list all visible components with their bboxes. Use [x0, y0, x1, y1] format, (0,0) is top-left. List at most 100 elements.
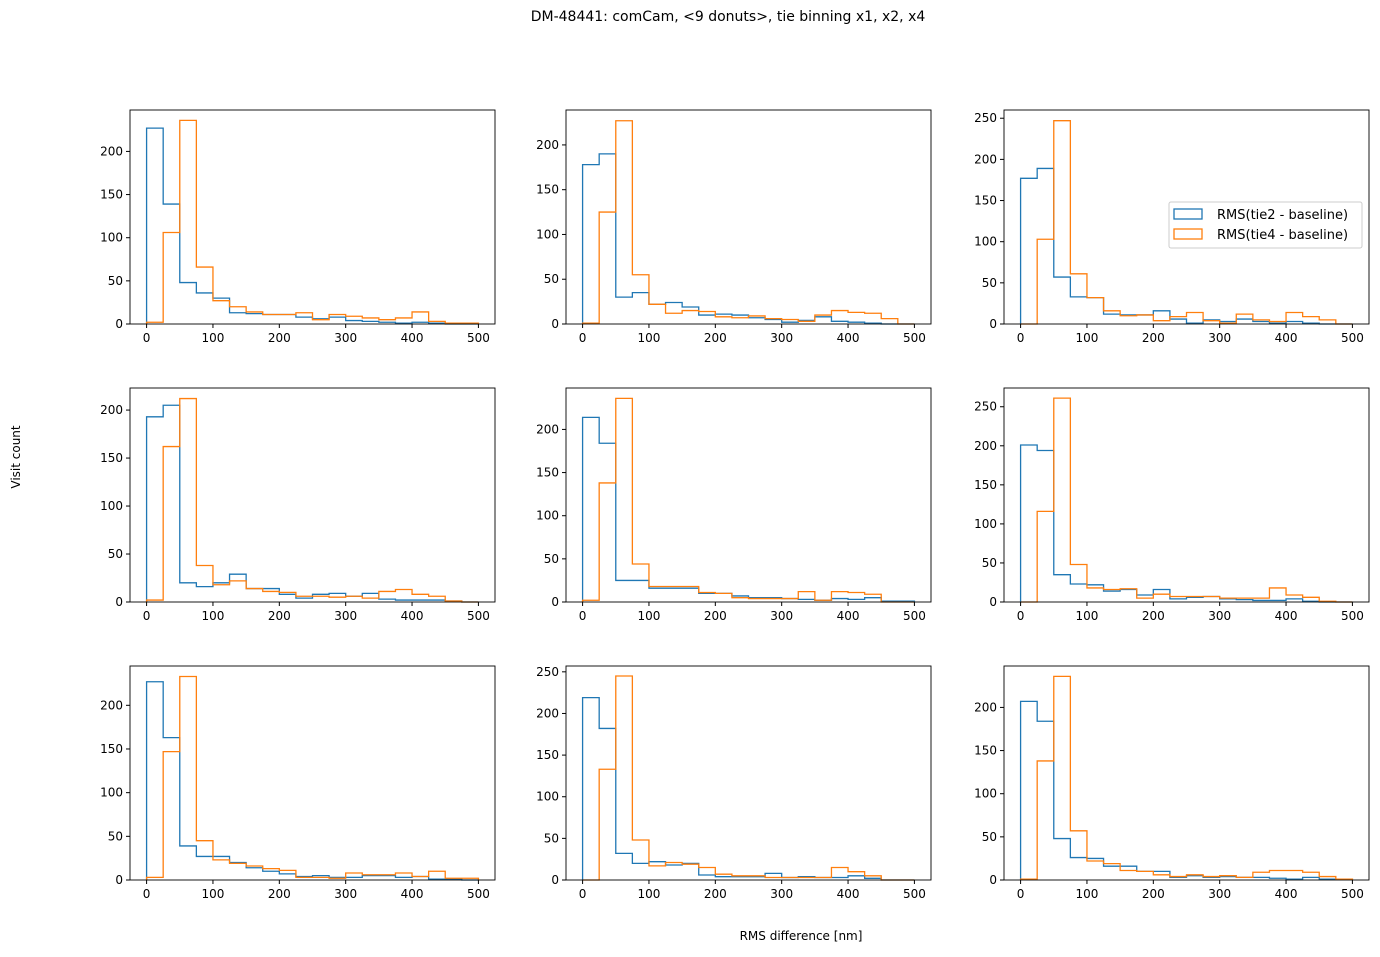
- x-tick-label: 200: [1142, 887, 1165, 901]
- y-tick-label: 200: [100, 144, 123, 158]
- y-tick-label: 50: [544, 272, 559, 286]
- x-tick-label: 100: [638, 331, 661, 345]
- histogram-tie4: [582, 675, 915, 881]
- y-tick-label: 0: [989, 595, 997, 609]
- x-tick-label: 300: [334, 331, 357, 345]
- x-tick-label: 0: [1017, 887, 1025, 901]
- x-tick-label: 500: [903, 609, 926, 623]
- y-tick-label: 100: [536, 509, 559, 523]
- legend-swatch-tie2: [1173, 208, 1203, 220]
- histogram-tie2: [581, 153, 915, 325]
- legend: RMS(tie2 - baseline) RMS(tie4 - baseline): [1168, 201, 1363, 249]
- y-tick-label: 100: [974, 787, 997, 801]
- histogram-tie2: [145, 404, 479, 603]
- histogram-tie2: [1019, 444, 1353, 603]
- x-tick-label: 300: [334, 609, 357, 623]
- axes-frame: [1003, 665, 1370, 881]
- x-tick-label: 300: [334, 887, 357, 901]
- y-tick-label: 100: [974, 517, 997, 531]
- y-tick-label: 50: [108, 829, 123, 843]
- x-tick-label: 500: [1341, 331, 1364, 345]
- x-tick-label: 100: [202, 609, 225, 623]
- x-tick-label: 100: [638, 609, 661, 623]
- y-axis-label: Visit count: [9, 425, 23, 489]
- x-tick-label: 0: [579, 887, 587, 901]
- y-tick-label: 0: [551, 595, 559, 609]
- y-tick-label: 100: [536, 227, 559, 241]
- y-tick-label: 150: [100, 742, 123, 756]
- x-tick-label: 0: [579, 609, 587, 623]
- x-tick-label: 500: [903, 331, 926, 345]
- subplot-9: 0 100 200 300 400 500 0 50 100 150 200: [974, 665, 1370, 901]
- x-tick-label: 300: [1208, 887, 1231, 901]
- y-tick-label: 50: [544, 831, 559, 845]
- x-tick-label: 100: [638, 887, 661, 901]
- x-tick-label: 400: [401, 887, 424, 901]
- x-tick-label: 500: [467, 331, 490, 345]
- y-tick-label: 200: [536, 422, 559, 436]
- x-tick-label: 200: [704, 887, 727, 901]
- y-tick-label: 0: [551, 873, 559, 887]
- x-tick-label: 0: [143, 609, 151, 623]
- y-tick-label: 150: [536, 466, 559, 480]
- x-tick-label: 0: [143, 887, 151, 901]
- y-tick-label: 150: [100, 451, 123, 465]
- x-tick-label: 100: [202, 331, 225, 345]
- y-tick-label: 100: [100, 786, 123, 800]
- x-tick-label: 400: [1275, 331, 1298, 345]
- subplot-6: 0 100 200 300 400 500 0 50 100 150 200 250: [974, 387, 1370, 623]
- y-tick-label: 50: [108, 547, 123, 561]
- y-tick-label: 100: [100, 231, 123, 245]
- legend-swatch-tie4: [1173, 228, 1203, 240]
- y-tick-label: 200: [536, 706, 559, 720]
- y-tick-label: 50: [982, 556, 997, 570]
- x-tick-label: 300: [1208, 609, 1231, 623]
- x-tick-label: 500: [903, 887, 926, 901]
- histogram-tie4: [145, 119, 480, 324]
- y-tick-label: 150: [974, 744, 997, 758]
- x-tick-label: 400: [401, 331, 424, 345]
- y-tick-label: 250: [974, 111, 997, 125]
- y-tick-label: 150: [536, 183, 559, 197]
- legend-label-tie2: RMS(tie2 - baseline): [1217, 208, 1348, 223]
- x-tick-label: 200: [268, 609, 291, 623]
- histogram-tie4: [145, 397, 479, 603]
- legend-box: [1168, 201, 1363, 249]
- x-tick-label: 100: [1076, 609, 1099, 623]
- y-tick-label: 0: [115, 595, 123, 609]
- y-tick-label: 0: [551, 317, 559, 331]
- x-tick-label: 300: [770, 887, 793, 901]
- x-tick-label: 200: [704, 609, 727, 623]
- x-tick-label: 100: [1076, 331, 1099, 345]
- histogram-tie4: [145, 675, 480, 880]
- x-tick-label: 400: [401, 609, 424, 623]
- axes-frame: [565, 665, 932, 881]
- y-tick-label: 50: [108, 274, 123, 288]
- axes-frame: [129, 387, 496, 603]
- y-tick-label: 200: [100, 403, 123, 417]
- axes-frame: [565, 109, 932, 325]
- x-tick-label: 100: [1076, 887, 1099, 901]
- x-tick-label: 400: [837, 609, 860, 623]
- figure-title: DM-48441: comCam, <9 donuts>, tie binnin…: [531, 9, 926, 25]
- x-tick-label: 500: [1341, 887, 1364, 901]
- subplot-3: 0 100 200 300 400 500 0 50 100 150 200 250 RMS(tie2 …: [974, 109, 1370, 345]
- y-tick-label: 100: [536, 790, 559, 804]
- x-tick-label: 400: [837, 887, 860, 901]
- x-tick-label: 400: [1275, 887, 1298, 901]
- x-tick-label: 200: [268, 331, 291, 345]
- histogram-tie4: [1020, 120, 1353, 325]
- y-tick-label: 0: [115, 873, 123, 887]
- y-tick-label: 200: [974, 152, 997, 166]
- subplot-5: 0 100 200 300 400 500 0 50 100 150 200: [536, 387, 932, 623]
- y-tick-label: 0: [115, 317, 123, 331]
- x-tick-label: 200: [1142, 609, 1165, 623]
- axes-frame: [1003, 387, 1370, 603]
- y-tick-label: 100: [974, 235, 997, 249]
- y-tick-label: 150: [974, 478, 997, 492]
- y-tick-label: 50: [982, 830, 997, 844]
- x-tick-label: 200: [704, 331, 727, 345]
- x-tick-label: 500: [1341, 609, 1364, 623]
- x-tick-label: 500: [467, 609, 490, 623]
